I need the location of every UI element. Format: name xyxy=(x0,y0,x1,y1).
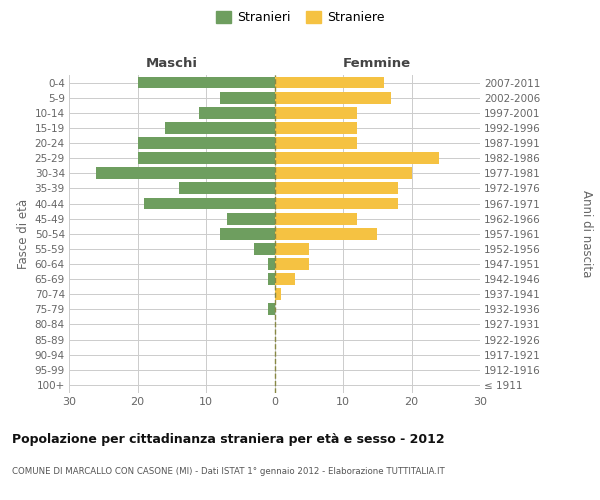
Bar xyxy=(97,168,275,179)
Y-axis label: Fasce di età: Fasce di età xyxy=(17,198,31,269)
Legend: Stranieri, Straniere: Stranieri, Straniere xyxy=(211,6,389,29)
Bar xyxy=(275,152,439,164)
Bar xyxy=(137,152,275,164)
Bar xyxy=(275,76,384,88)
Bar xyxy=(275,212,356,224)
Bar xyxy=(275,182,398,194)
Bar xyxy=(220,228,275,239)
Y-axis label: Anni di nascita: Anni di nascita xyxy=(580,190,593,278)
Bar xyxy=(199,107,275,118)
Bar xyxy=(268,304,275,315)
Text: Maschi: Maschi xyxy=(146,57,198,70)
Bar xyxy=(275,92,391,104)
Bar xyxy=(227,212,275,224)
Bar xyxy=(254,243,275,255)
Bar xyxy=(145,198,275,209)
Bar xyxy=(275,168,412,179)
Bar xyxy=(137,137,275,149)
Text: Popolazione per cittadinanza straniera per età e sesso - 2012: Popolazione per cittadinanza straniera p… xyxy=(12,432,445,446)
Bar xyxy=(275,198,398,209)
Bar xyxy=(220,92,275,104)
Bar xyxy=(179,182,275,194)
Bar xyxy=(275,228,377,239)
Bar xyxy=(275,107,356,118)
Bar xyxy=(275,243,309,255)
Bar xyxy=(137,76,275,88)
Bar xyxy=(275,273,295,285)
Bar xyxy=(275,288,281,300)
Bar xyxy=(275,122,356,134)
Bar xyxy=(268,273,275,285)
Text: Femmine: Femmine xyxy=(343,57,412,70)
Bar xyxy=(275,258,309,270)
Bar xyxy=(268,258,275,270)
Bar xyxy=(275,137,356,149)
Bar xyxy=(165,122,275,134)
Text: COMUNE DI MARCALLO CON CASONE (MI) - Dati ISTAT 1° gennaio 2012 - Elaborazione T: COMUNE DI MARCALLO CON CASONE (MI) - Dat… xyxy=(12,468,445,476)
